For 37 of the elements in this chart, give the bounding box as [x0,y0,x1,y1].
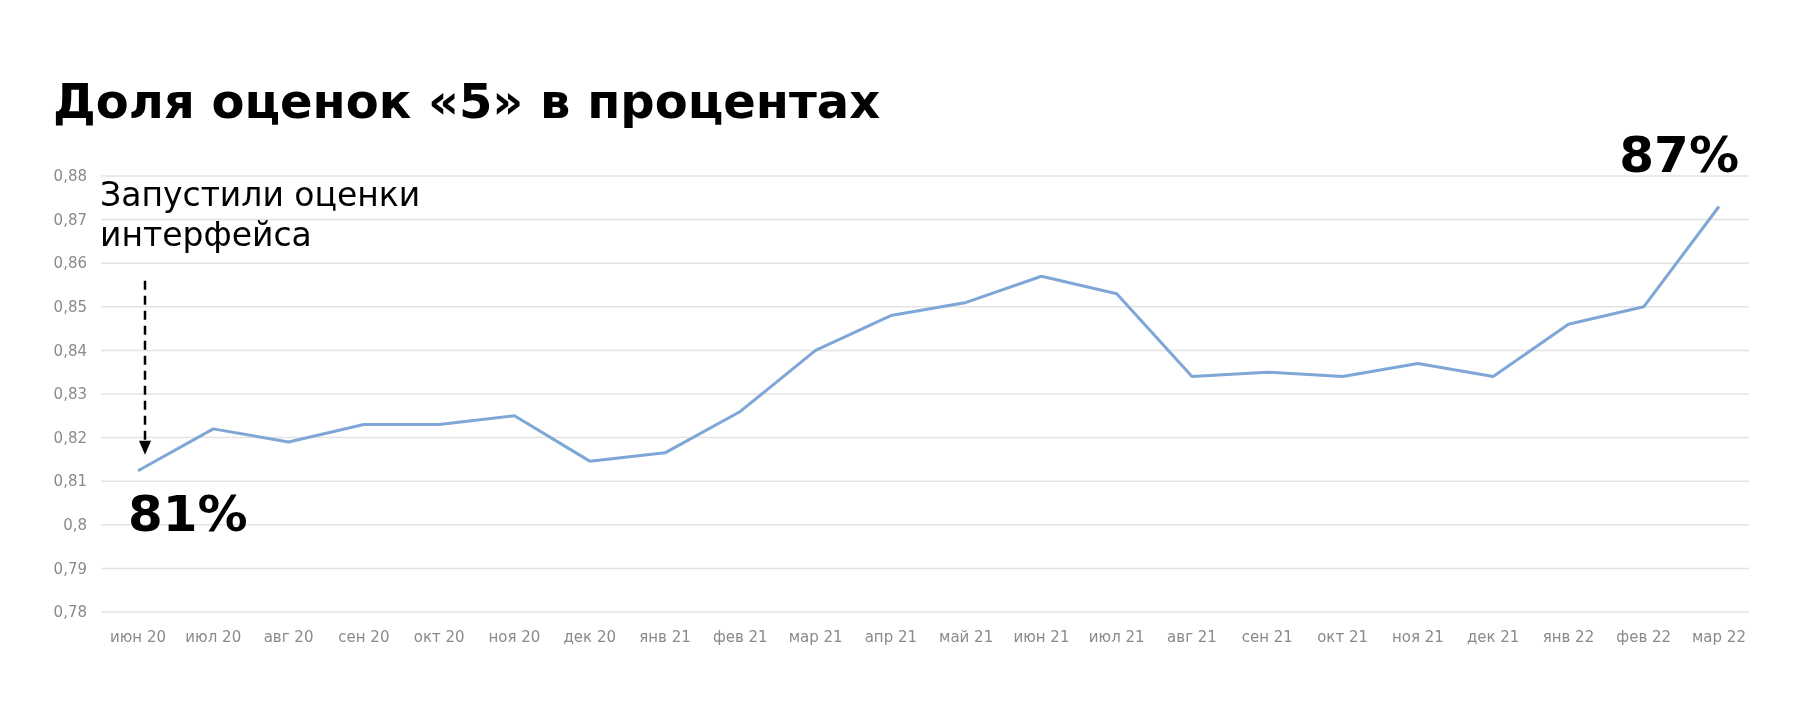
x-tick-label: ноя 20 [488,628,541,646]
y-tick-label: 0,83 [53,385,87,404]
x-tick-label: авг 20 [263,628,314,646]
x-tick-label: окт 20 [413,628,465,646]
x-tick-label: сен 21 [1241,628,1293,646]
annotation: 87% [1619,125,1739,184]
chart-title: Доля оценок «5» в процентах [53,73,881,129]
y-tick-label: 0,85 [53,298,87,317]
x-tick-label: фев 22 [1616,628,1672,646]
x-tick-label: ноя 21 [1391,628,1444,646]
x-tick-label: июн 20 [109,628,167,646]
x-tick-label: мар 21 [788,628,843,646]
y-tick-label: 0,81 [53,472,87,491]
x-tick-label: авг 21 [1167,628,1217,646]
x-tick-label: янв 21 [639,628,691,646]
x-tick-label: мар 22 [1692,628,1746,646]
x-tick-label: дек 20 [563,628,616,646]
x-tick-label: янв 22 [1542,628,1595,646]
x-tick-label: сен 20 [338,628,390,646]
x-tick-label: окт 21 [1317,628,1368,646]
x-tick-label: май 21 [939,628,994,646]
x-tick-label: июн 21 [1013,628,1070,646]
y-tick-label: 0,8 [63,516,87,535]
x-tick-label: дек 21 [1466,628,1520,646]
x-tick-label: июл 21 [1088,628,1145,646]
y-tick-label: 0,79 [53,559,87,578]
x-tick-label: фев 21 [712,628,768,646]
y-tick-label: 0,84 [53,341,87,360]
x-tick-label: апр 21 [864,628,918,646]
y-tick-label: 0,87 [53,210,87,229]
annotation: 81% [128,484,248,543]
y-tick-label: 0,82 [53,428,87,447]
annotation: Запустили оценки интерфейса [100,174,421,254]
y-tick-label: 0,78 [53,603,87,622]
x-tick-label: июл 20 [185,628,242,646]
y-tick-label: 0,88 [53,167,87,186]
y-tick-label: 0,86 [53,254,87,273]
